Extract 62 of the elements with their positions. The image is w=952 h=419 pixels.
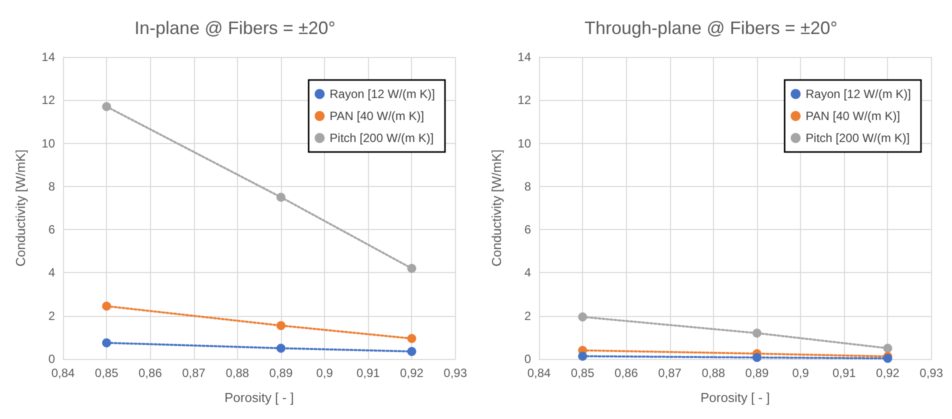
y-axis-title: Conductivity [W/mK]	[489, 149, 504, 267]
y-tick-label: 6	[48, 222, 56, 237]
point	[407, 264, 416, 273]
point	[752, 352, 762, 362]
legend-label: PAN [40 W/(m K)]	[806, 109, 900, 123]
y-tick-label: 12	[42, 93, 56, 108]
y-tick-label: 14	[42, 50, 56, 64]
y-axis-title: Conductivity [W/mK]	[13, 149, 28, 267]
x-tick-label: 0,88	[702, 366, 726, 380]
chart-title: Through-plane @ Fibers = ±20°	[584, 18, 838, 38]
x-tick-label: 0,9	[316, 366, 334, 380]
y-tick-label: 0	[524, 352, 532, 366]
y-tick-label: 2	[48, 308, 56, 323]
x-tick-label: 0,92	[876, 366, 900, 380]
x-tick-label: 0,89	[269, 366, 293, 380]
x-tick-label: 0,87	[182, 366, 206, 380]
y-tick-label: 8	[48, 179, 56, 194]
point	[102, 102, 112, 112]
point	[407, 334, 416, 344]
y-tick-label: 12	[518, 93, 532, 108]
x-tick-label: 0,91	[832, 366, 856, 380]
y-tick-label: 6	[524, 222, 532, 237]
y-tick-label: 14	[518, 50, 532, 64]
x-axis-title: Porosity [ - ]	[224, 390, 294, 405]
x-tick-label: 0,86	[614, 366, 638, 380]
point	[276, 321, 286, 330]
x-tick-label: 0,9	[792, 366, 810, 380]
x-tick-label: 0,89	[745, 366, 769, 380]
legend-label: Pitch [200 W/(m K)]	[806, 131, 910, 145]
x-tick-label: 0,84	[527, 366, 551, 380]
x-tick-label: 0,85	[94, 366, 119, 380]
point	[752, 328, 762, 338]
x-tick-label: 0,88	[226, 366, 250, 380]
legend-label: Rayon [12 W/(m K)]	[806, 87, 911, 101]
x-tick-label: 0,93	[920, 366, 944, 380]
point	[102, 302, 112, 311]
y-tick-label: 8	[524, 179, 532, 194]
x-tick-label: 0,85	[570, 366, 595, 380]
x-tick-label: 0,91	[356, 366, 380, 380]
point	[578, 352, 588, 361]
x-tick-label: 0,87	[658, 366, 682, 380]
y-tick-label: 2	[524, 308, 532, 323]
y-tick-label: 10	[42, 136, 56, 150]
x-tick-label: 0,84	[51, 366, 75, 380]
legend-label: PAN [40 W/(m K)]	[330, 109, 424, 123]
point	[102, 338, 112, 348]
y-tick-label: 0	[48, 352, 56, 366]
x-tick-label: 0,92	[400, 366, 424, 380]
y-tick-label: 4	[524, 266, 532, 280]
point	[276, 344, 286, 353]
point	[883, 344, 892, 353]
x-tick-label: 0,93	[444, 366, 468, 380]
x-tick-label: 0,86	[138, 366, 162, 380]
legend-label: Rayon [12 W/(m K)]	[330, 87, 435, 101]
legend-label: Pitch [200 W/(m K)]	[330, 131, 434, 145]
point	[578, 312, 588, 322]
point	[407, 346, 416, 356]
point	[276, 192, 286, 202]
y-tick-label: 10	[518, 136, 532, 150]
chart-title: In-plane @ Fibers = ±20°	[134, 18, 336, 38]
x-axis-title: Porosity [ - ]	[700, 390, 770, 405]
y-tick-label: 4	[48, 266, 56, 280]
